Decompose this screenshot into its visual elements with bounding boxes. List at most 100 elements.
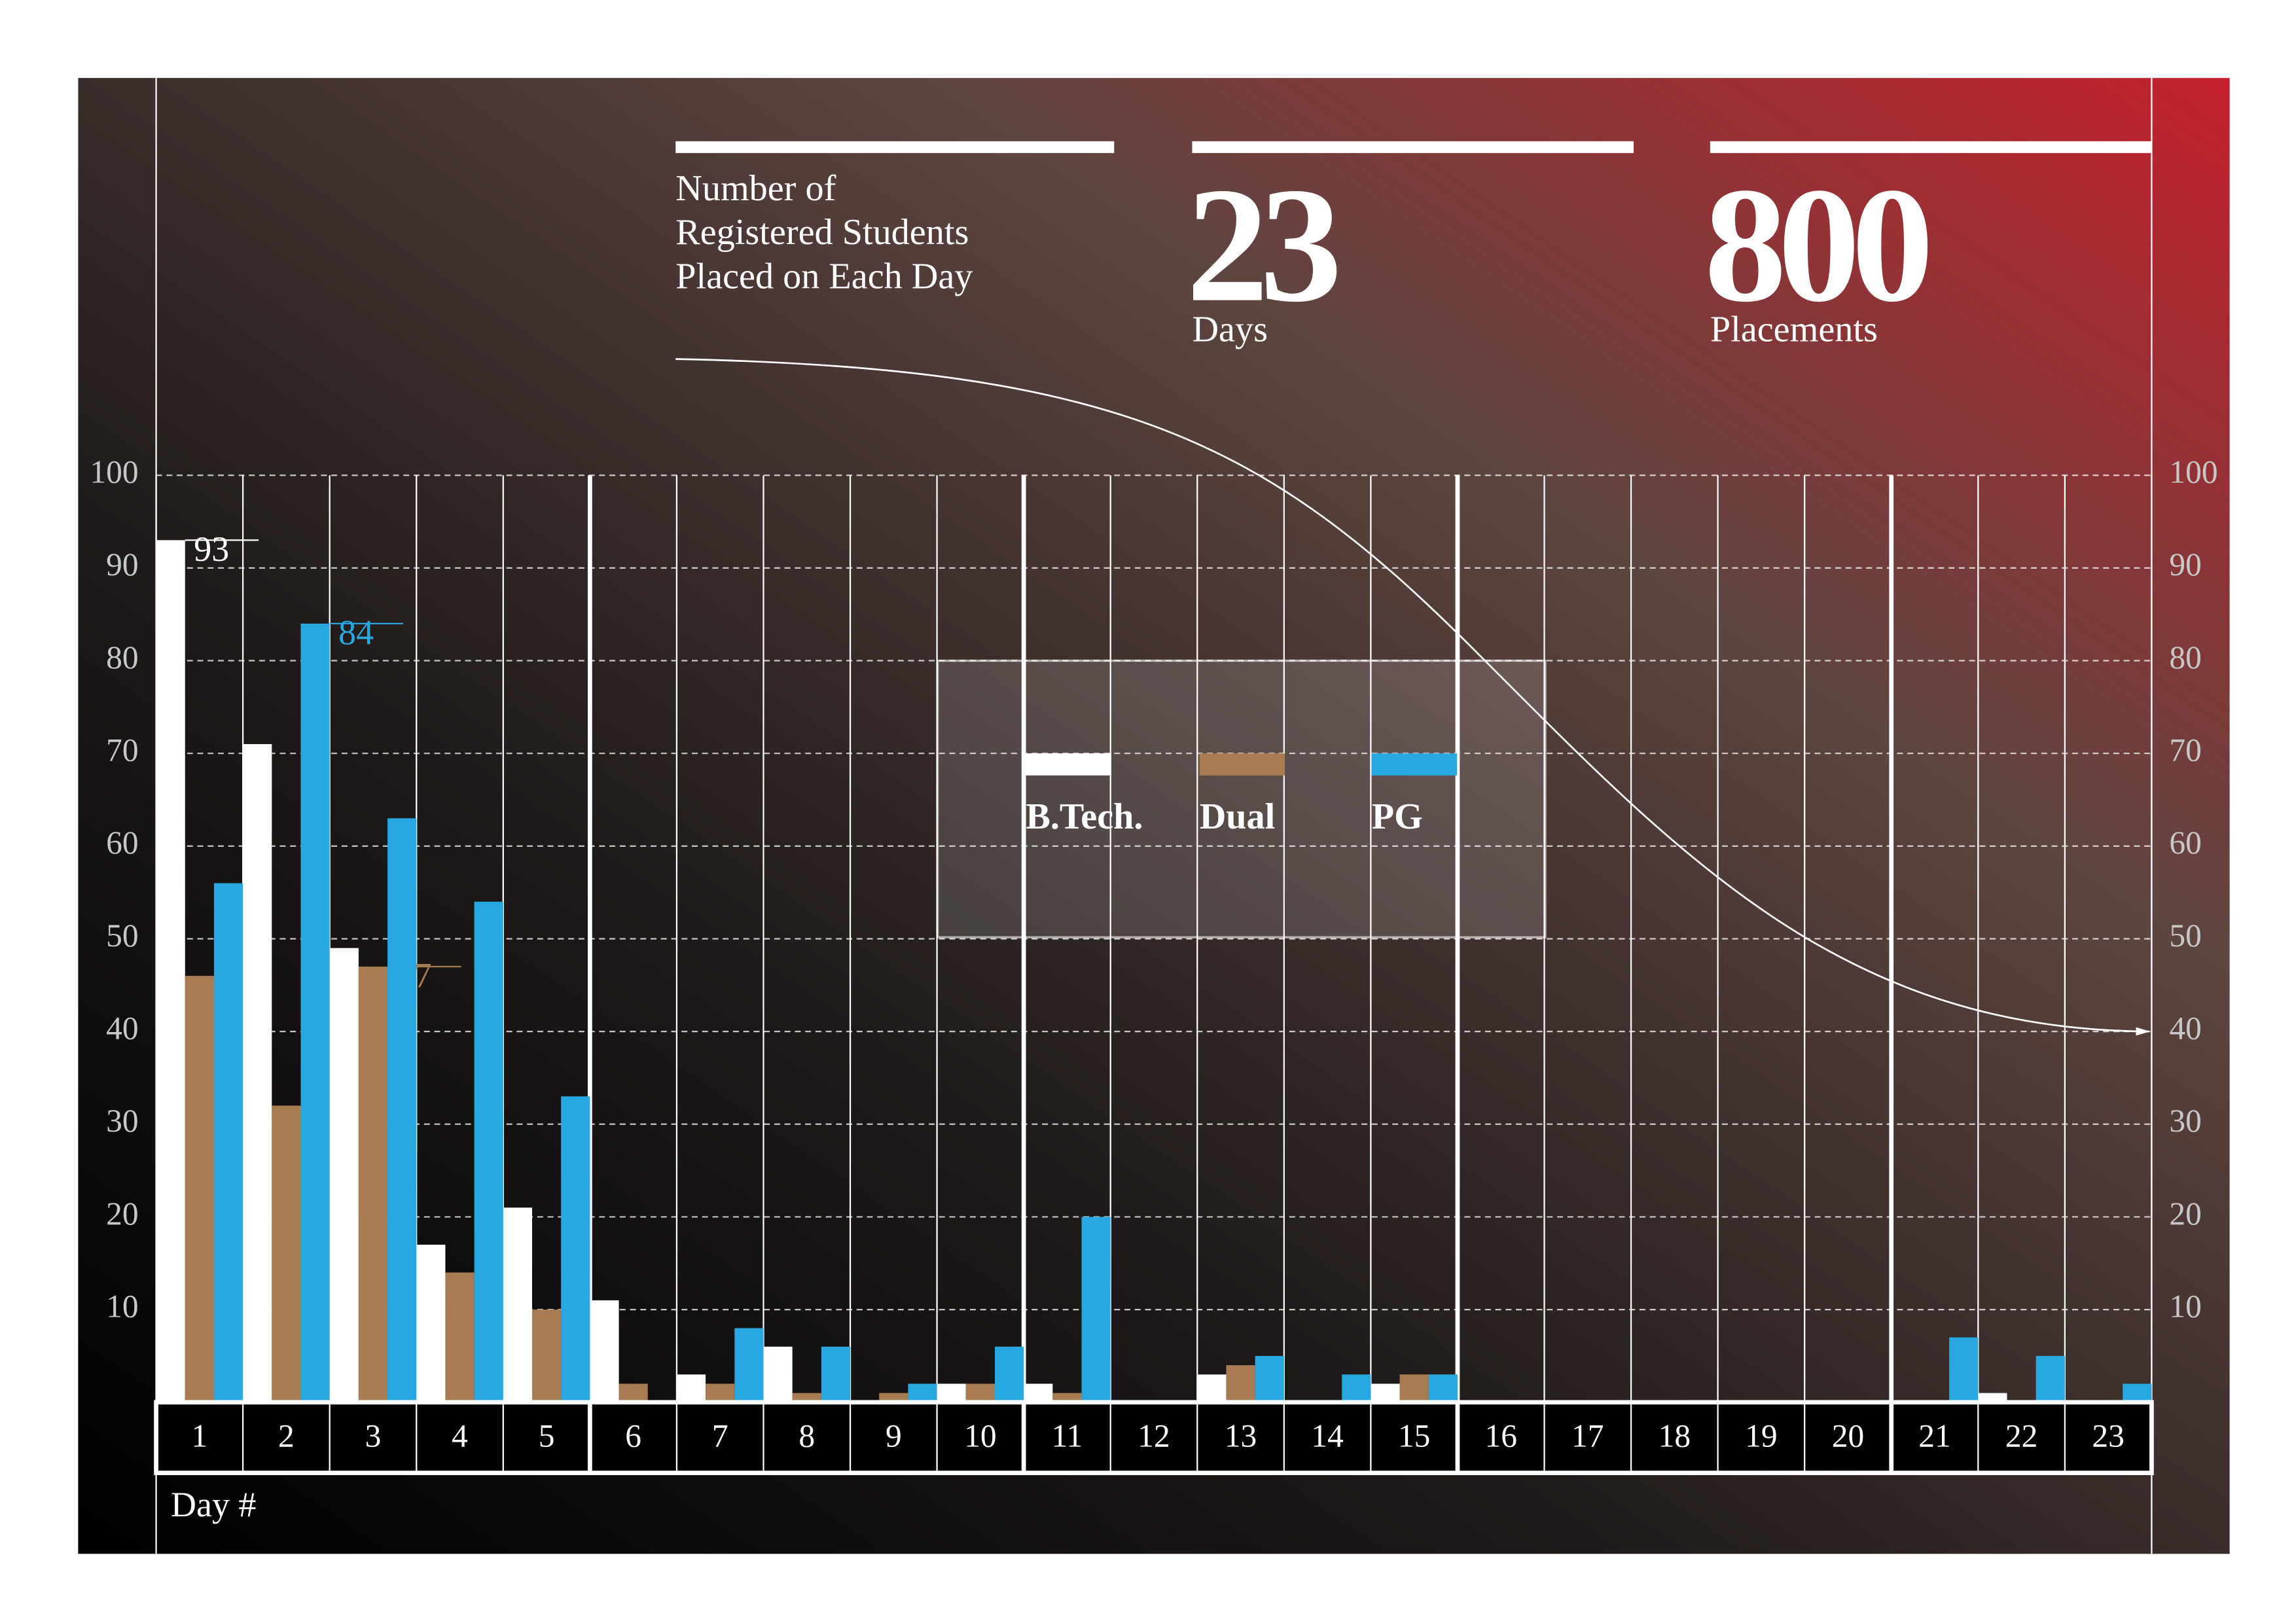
bar — [1024, 1383, 1053, 1402]
x-tick-label: 10 — [964, 1418, 996, 1454]
stat-value: 800 — [1704, 154, 1928, 336]
x-tick-label: 15 — [1398, 1418, 1430, 1454]
header: Number of Registered Students Placed on … — [675, 141, 2152, 350]
rule — [1710, 141, 2152, 153]
bar — [474, 901, 503, 1402]
x-tick-label: 14 — [1311, 1418, 1343, 1454]
legend-swatch — [1026, 753, 1111, 776]
bar — [763, 1346, 793, 1402]
bar — [619, 1383, 648, 1402]
x-tick-label: 5 — [539, 1418, 555, 1454]
x-tick-label: 6 — [625, 1418, 641, 1454]
legend-label: B.Tech. — [1026, 796, 1143, 837]
x-axis-label: Day # — [171, 1485, 256, 1524]
y-tick-label: 60 — [106, 825, 138, 861]
legend-label: Dual — [1200, 796, 1276, 837]
x-axis-box — [154, 1400, 2154, 1476]
chart-title: Number of Registered Students Placed on … — [675, 169, 973, 298]
x-tick-label: 20 — [1832, 1418, 1864, 1454]
bar — [272, 1105, 301, 1402]
y-tick-label: 10 — [2169, 1288, 2201, 1324]
bar — [1978, 1393, 2007, 1402]
bar — [561, 1096, 590, 1402]
bar — [1052, 1393, 1082, 1402]
bar — [185, 976, 214, 1402]
bar — [1255, 1355, 1284, 1402]
bar — [1226, 1365, 1255, 1402]
bar — [531, 1310, 562, 1402]
bar — [965, 1383, 995, 1402]
plot: 10 10 20 20 30 30 40 40 50 50 60 60 70 70 80 80 90 90 100 1… — [90, 454, 2218, 1476]
x-tick-label: 16 — [1485, 1418, 1517, 1454]
x-tick-label: 21 — [1918, 1418, 1950, 1454]
y-tick-label: 30 — [106, 1103, 138, 1139]
bar — [387, 818, 417, 1402]
arrow — [675, 358, 2151, 1036]
stat-label: Placements — [1710, 310, 1878, 350]
y-tick-label: 50 — [106, 918, 138, 954]
x-tick-label: 12 — [1138, 1418, 1170, 1454]
bar — [1081, 1217, 1111, 1402]
x-tick-label: 19 — [1745, 1418, 1777, 1454]
x-tick-label: 1 — [191, 1418, 207, 1454]
bar — [2036, 1355, 2065, 1402]
x-tick-label: 8 — [798, 1418, 815, 1454]
y-tick-label: 100 — [2169, 454, 2217, 490]
bar — [300, 623, 330, 1402]
y-tick-label: 20 — [106, 1196, 138, 1232]
y-tick-label: 50 — [2169, 918, 2201, 954]
bar — [1399, 1374, 1429, 1402]
bar — [156, 540, 185, 1402]
bar — [792, 1393, 821, 1402]
bar — [676, 1374, 706, 1402]
x-tick-label: 17 — [1571, 1418, 1604, 1454]
bar — [2123, 1383, 2152, 1402]
data-label: 93 — [194, 529, 229, 569]
title-box: Number of Registered Students Placed on … — [675, 169, 973, 298]
legend-label: PG — [1372, 796, 1423, 837]
x-tick-label: 2 — [278, 1418, 295, 1454]
y-tick-label: 80 — [2169, 639, 2201, 675]
bar — [503, 1207, 532, 1402]
bar — [1342, 1374, 1371, 1402]
y-tick-label: 90 — [2169, 546, 2201, 582]
rule — [1192, 141, 1634, 153]
x-axis: 1 2 3 4 5 6 7 8 9 10 11 12 13 14 15 16 17 18 19 20 21 22 23 — [154, 1400, 2154, 1476]
x-tick-label: 11 — [1052, 1418, 1083, 1454]
bar — [734, 1328, 764, 1402]
x-tick-label: 3 — [365, 1418, 382, 1454]
y-tick-label: 10 — [106, 1288, 138, 1324]
bar — [213, 883, 243, 1402]
x-tick-label: 22 — [2005, 1418, 2037, 1454]
bar — [1197, 1374, 1227, 1402]
legend-box — [936, 659, 1547, 938]
bar — [590, 1300, 619, 1402]
x-tick-label: 9 — [886, 1418, 902, 1454]
stat-value: 23 — [1186, 154, 1336, 336]
data-label: 84 — [338, 613, 374, 652]
bar — [1371, 1383, 1400, 1402]
y-tick-label: 30 — [2169, 1103, 2201, 1139]
bar — [329, 948, 359, 1402]
bar — [243, 744, 272, 1402]
bar — [416, 1244, 446, 1402]
x-tick-label: 18 — [1659, 1418, 1691, 1454]
x-tick-label: 23 — [2092, 1418, 2124, 1454]
stat-label: Days — [1192, 310, 1268, 350]
bar — [994, 1346, 1024, 1402]
bar — [908, 1383, 937, 1402]
bar — [879, 1393, 908, 1402]
bar — [937, 1383, 966, 1402]
rule — [675, 141, 1115, 153]
y-tick-label: 60 — [2169, 825, 2201, 861]
y-tick-label: 80 — [106, 639, 138, 675]
bar — [706, 1383, 735, 1402]
y-tick-label: 100 — [90, 454, 138, 490]
legend-swatch — [1371, 753, 1458, 776]
legend-swatch — [1199, 753, 1285, 776]
x-tick-label: 4 — [452, 1418, 468, 1454]
bar — [1949, 1337, 1979, 1402]
y-tick-label: 40 — [2169, 1010, 2201, 1046]
